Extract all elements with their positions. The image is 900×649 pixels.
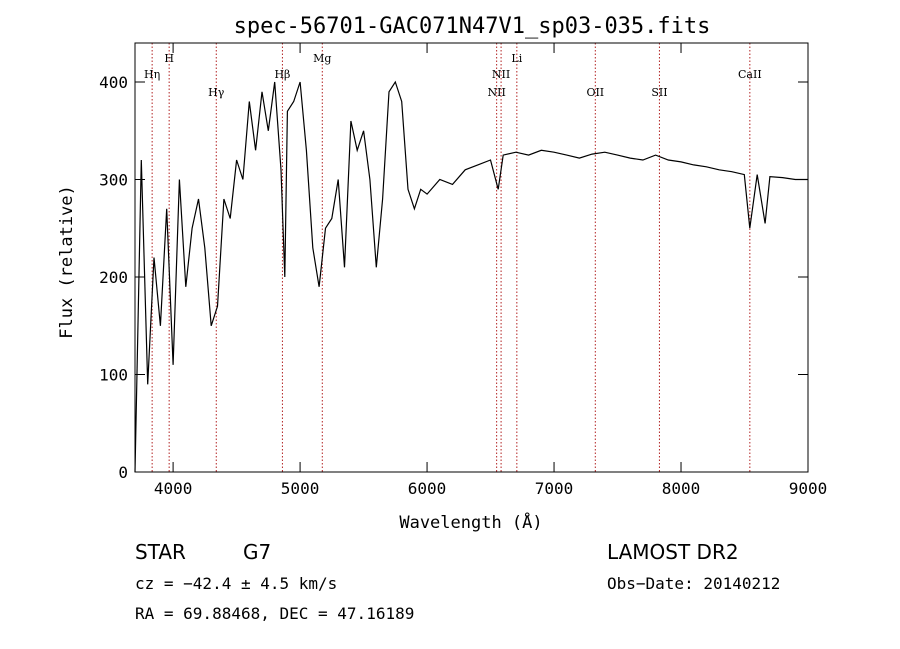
object-class: STAR xyxy=(135,540,186,564)
spectral-line-label: CaII xyxy=(738,68,762,81)
spectral-line-markers xyxy=(151,43,751,472)
y-tick-label: 100 xyxy=(99,366,128,385)
x-tick-label: 7000 xyxy=(535,479,574,498)
spectrum-line xyxy=(134,80,808,473)
plot-frame xyxy=(134,42,809,473)
spectral-line-label: Hη xyxy=(144,68,160,81)
spectral-line-label: Hγ xyxy=(208,86,225,99)
x-tick-label: 5000 xyxy=(281,479,320,498)
x-tick-label: 8000 xyxy=(662,479,701,498)
redshift-cz: cz = −42.4 ± 4.5 km/s xyxy=(135,574,338,593)
x-tick-label: 4000 xyxy=(154,479,193,498)
y-axis: 0 100 200 300 400 xyxy=(99,73,808,482)
survey-name: LAMOST DR2 xyxy=(607,540,739,564)
spectral-line-label: NII xyxy=(492,68,510,81)
spectral-line-label: NII xyxy=(487,86,505,99)
y-axis-label: Flux (relative) xyxy=(57,185,77,339)
spectral-line-label: OII xyxy=(586,86,604,99)
y-tick-label: 300 xyxy=(99,171,128,190)
x-axis: 4000 5000 6000 7000 8000 9000 xyxy=(154,43,827,498)
x-axis-label: Wavelength (Å) xyxy=(399,511,542,533)
coordinates: RA = 69.88468, DEC = 47.16189 xyxy=(135,604,415,623)
spectral-line-label: Li xyxy=(511,52,522,65)
chart-title: spec-56701-GAC071N47V1_sp03-035.fits xyxy=(234,14,711,39)
y-tick-label: 200 xyxy=(99,268,128,287)
x-tick-label: 6000 xyxy=(408,479,447,498)
x-tick-label: 9000 xyxy=(789,479,828,498)
y-tick-label: 0 xyxy=(118,463,128,482)
y-tick-label: 400 xyxy=(99,73,128,92)
spectral-line-label: Mg xyxy=(313,52,331,65)
spectral-line-label: Hβ xyxy=(274,68,290,81)
spectral-line-label: SII xyxy=(651,86,667,99)
spectral-line-label: H xyxy=(164,52,174,65)
object-subclass: G7 xyxy=(243,540,272,564)
obs-date: Obs−Date: 20140212 xyxy=(607,574,781,593)
